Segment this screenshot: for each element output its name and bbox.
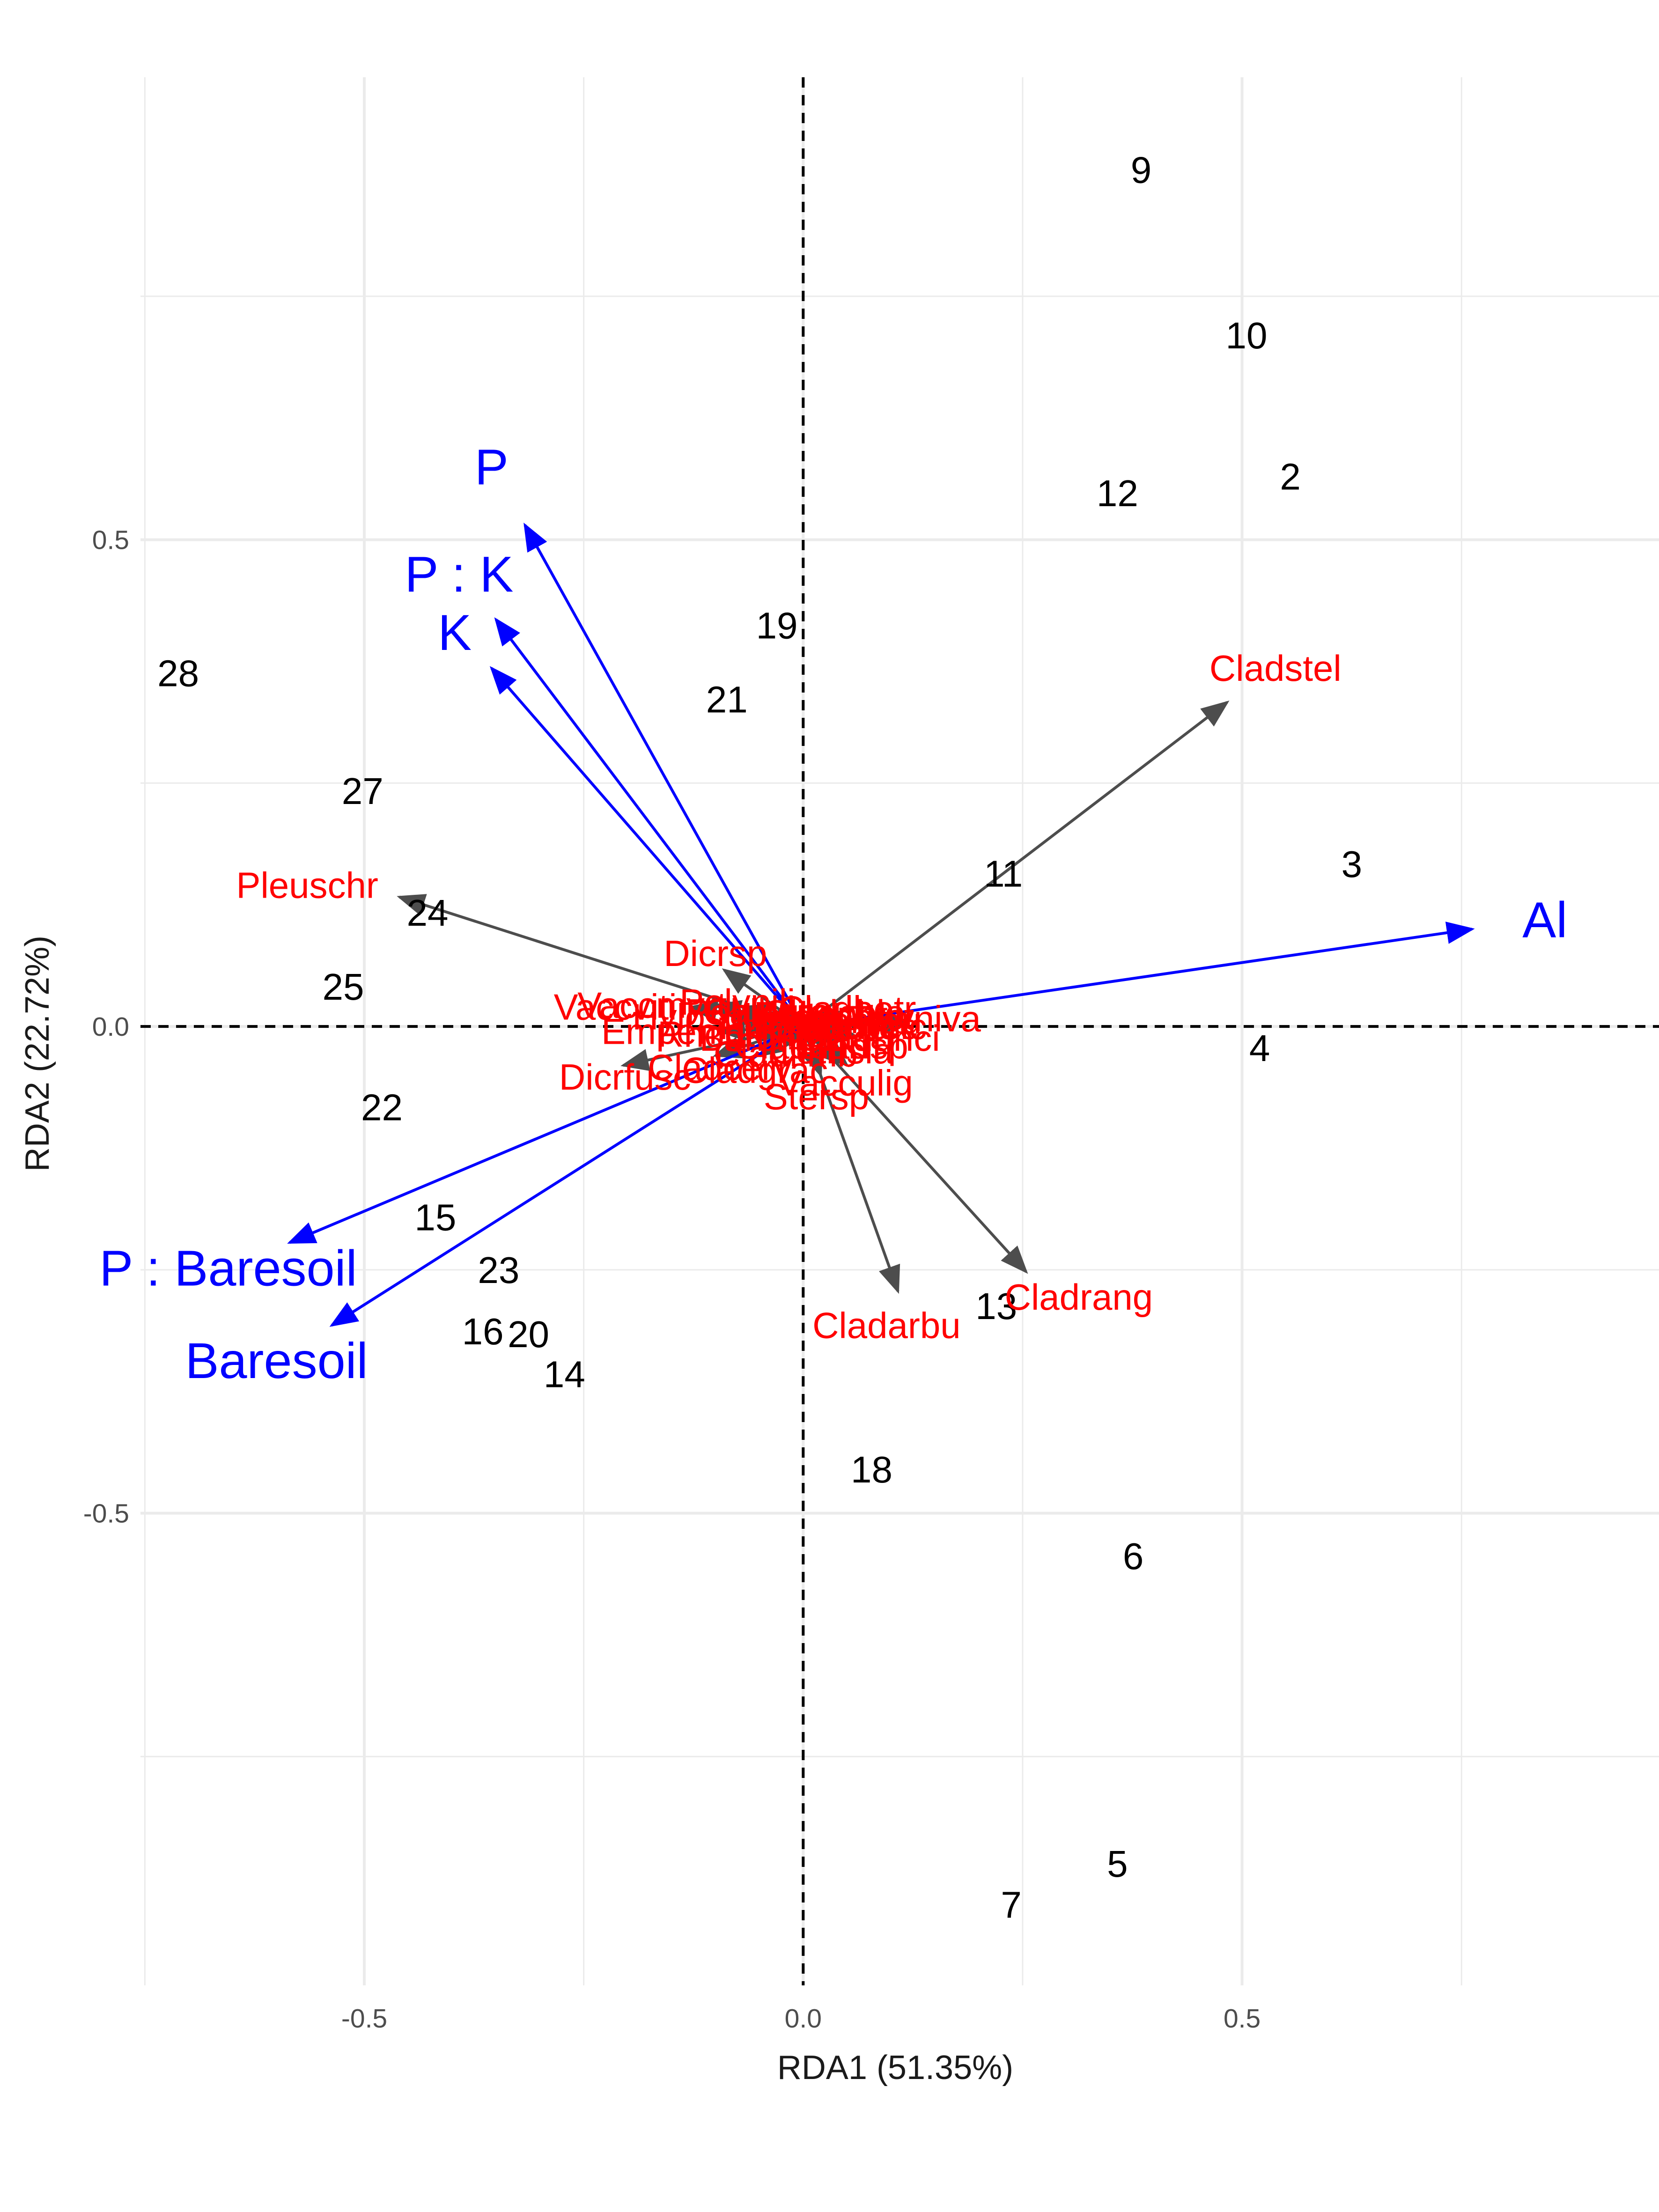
species-label-barbhatc: Barbhatc: [700, 1018, 846, 1059]
x-tick-label: 0.0: [785, 2004, 822, 2034]
site-label-25: 25: [323, 966, 364, 1008]
species-arrow-cladrang: [802, 1025, 1028, 1274]
env-labels: Al P P : KK P : Baresoil Baresoil: [99, 439, 1567, 1389]
x-tick-label: -0.5: [341, 2004, 387, 2034]
site-label-12: 12: [1097, 472, 1138, 514]
species-arrow-callvulg: [774, 1013, 805, 1035]
zero-reference-lines: [140, 77, 1659, 1985]
species-label-flavniva: Flavniva: [845, 998, 981, 1039]
site-label-11: 11: [984, 853, 1023, 895]
species-label-peltapht: Peltapht: [754, 994, 888, 1035]
species-label-cladarbu: Cladarbu: [812, 1305, 961, 1346]
species-label-cladsp: Cladsp: [795, 1025, 908, 1067]
species-label-icmaeric: Icmaeric: [759, 1006, 897, 1047]
env-label-p: P: [475, 439, 509, 495]
x-axis-title: RDA1 (51.35%): [777, 2049, 1013, 2087]
x-tick-label: 0.5: [1224, 2004, 1261, 2034]
species-label-hylosple: Hylosple: [632, 996, 772, 1037]
species-label-empenigr: Empenigr: [601, 1011, 758, 1052]
env-arrow-p-k: [494, 617, 804, 1027]
site-label-15: 15: [414, 1197, 456, 1239]
species-label-dicrfusc: Dicrfusc: [559, 1056, 691, 1098]
species-label-vacculig: Vacculig: [778, 1062, 913, 1104]
species-label-cladamau: Cladamau: [755, 1000, 922, 1041]
site-label-9: 9: [1131, 149, 1152, 191]
site-label-16: 16: [462, 1311, 504, 1352]
site-label-27: 27: [342, 770, 383, 812]
species-label-cladrang: Cladrang: [1005, 1276, 1153, 1318]
species-label-cladgrac: Cladgrac: [682, 1050, 828, 1091]
site-label-24: 24: [406, 892, 448, 934]
y-tick-label: -0.5: [83, 1499, 129, 1529]
site-label-5: 5: [1107, 1843, 1128, 1885]
species-label-cetrisla: Cetrisla: [769, 1030, 893, 1071]
species-arrow-cladstel: [802, 700, 1230, 1028]
species-label-cetreric: Cetreric: [799, 1006, 927, 1047]
env-arrow-al: [803, 922, 1475, 1028]
species-label-vaccviti: Vaccviti: [554, 987, 677, 1028]
species-labels: Cladstel Pleuschr Cladrang Cladarbu Dicrsp Di…: [236, 648, 1341, 1346]
species-label-pleuschr: Pleuschr: [236, 865, 378, 906]
y-tick-label: 0.5: [92, 525, 129, 555]
y-axis-title: RDA2 (22.72%): [19, 936, 56, 1172]
species-label-cladfimb: Cladfimb: [714, 1033, 858, 1074]
species-label-cladstel: Cladstel: [1209, 648, 1342, 689]
env-arrows: [287, 523, 1475, 1327]
site-label-14: 14: [544, 1353, 585, 1395]
site-label-28: 28: [157, 652, 199, 694]
env-arrow-p: [524, 523, 804, 1027]
env-arrow-p-baresoil: [287, 1025, 804, 1244]
species-label-vaccmyrt: Vaccmyrt: [577, 984, 727, 1025]
site-label-13: 13: [975, 1285, 1017, 1327]
site-label-3: 3: [1342, 843, 1363, 885]
env-label-p-baresoil: P : Baresoil: [99, 1240, 357, 1297]
env-arrow-k: [489, 666, 804, 1028]
species-arrow-rhodtome: [747, 1018, 804, 1040]
species-label-cladunci: Cladunci: [798, 1018, 940, 1059]
env-label-k: K: [438, 604, 472, 661]
env-label-p-k: P : K: [405, 546, 513, 602]
species-label-rhodtome: Rhodtome: [657, 1014, 826, 1055]
species-label-cladcerv: Cladcerv: [648, 1047, 792, 1088]
species-label-stersp: Stersp: [764, 1076, 869, 1117]
species-label-callvulg: Callvulg: [703, 991, 833, 1032]
site-label-21: 21: [706, 679, 748, 721]
species-label-cladcocc: Cladcocc: [767, 1006, 918, 1047]
site-label-4: 4: [1249, 1027, 1270, 1069]
species-label-cladbotr: Cladbotr: [778, 988, 916, 1030]
site-label-20: 20: [508, 1313, 549, 1355]
site-label-23: 23: [478, 1249, 519, 1291]
site-label-22: 22: [361, 1087, 403, 1128]
species-label-ptilcili: Ptilcili: [719, 1006, 812, 1047]
species-label-cladchlo: Cladchlo: [763, 992, 905, 1033]
tick-labels: -0.5 0.0 0.5 -0.5 0.0 0.5: [83, 525, 1261, 2034]
site-label-2: 2: [1280, 456, 1301, 497]
env-label-baresoil: Baresoil: [185, 1332, 368, 1389]
site-label-19: 19: [756, 605, 798, 647]
site-label-10: 10: [1225, 315, 1267, 356]
species-label-pohlnuta: Pohlnuta: [686, 991, 830, 1032]
species-label-cladcorn: Cladcorn: [735, 1025, 881, 1067]
site-label-18: 18: [851, 1449, 892, 1490]
species-label-nepharct: Nepharct: [766, 996, 914, 1037]
y-tick-label: 0.0: [92, 1012, 129, 1042]
site-label-6: 6: [1123, 1535, 1144, 1577]
species-label-dicrsp: Dicrsp: [664, 933, 767, 974]
site-label-7: 7: [1001, 1884, 1022, 1925]
env-arrow-baresoil: [329, 1025, 804, 1327]
env-label-al: Al: [1522, 891, 1567, 948]
species-label-polypili: Polypili: [679, 981, 795, 1023]
